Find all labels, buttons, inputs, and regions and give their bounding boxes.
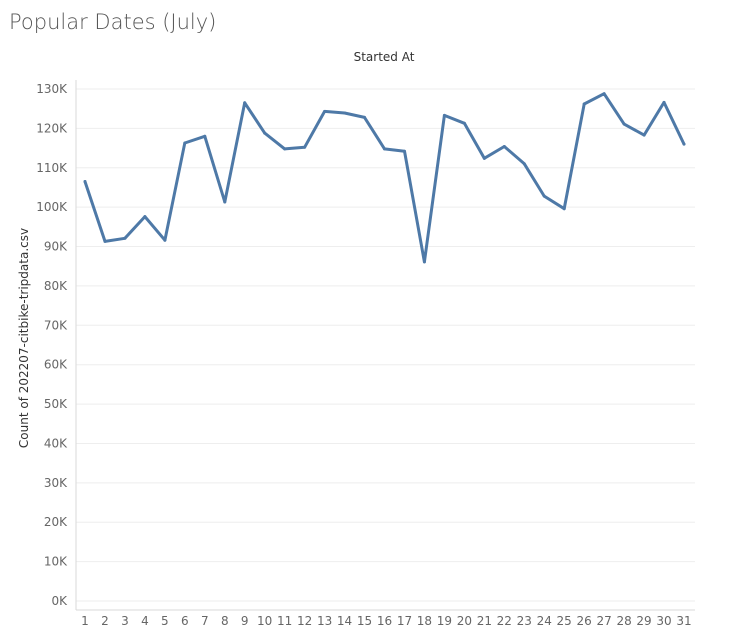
x-tick-label: 31	[676, 614, 691, 628]
data-point	[482, 156, 486, 160]
y-tick-label: 40K	[44, 436, 68, 450]
data-point	[442, 113, 446, 117]
x-tick-label: 26	[577, 614, 592, 628]
x-tick-label: 14	[337, 614, 352, 628]
x-tick-label: 23	[517, 614, 532, 628]
x-tick-label: 9	[241, 614, 249, 628]
data-point	[223, 200, 227, 204]
data-point	[562, 207, 566, 211]
data-point	[243, 101, 247, 105]
y-tick-label: 120K	[36, 121, 68, 135]
y-tick-label: 10K	[44, 555, 68, 569]
data-point	[283, 147, 287, 151]
axes	[75, 80, 695, 611]
data-point	[582, 102, 586, 106]
data-point	[642, 133, 646, 137]
x-tick-label: 18	[417, 614, 432, 628]
x-tick-label: 16	[377, 614, 392, 628]
data-point	[83, 180, 87, 184]
y-tick-label: 0K	[51, 594, 68, 608]
x-tick-label: 15	[357, 614, 372, 628]
data-point	[163, 238, 167, 242]
y-tick-label: 50K	[44, 397, 68, 411]
data-point	[622, 122, 626, 126]
x-tick-label: 10	[257, 614, 272, 628]
y-tick-label: 80K	[44, 279, 68, 293]
data-point	[203, 134, 207, 138]
x-tick-label: 22	[497, 614, 512, 628]
x-tick-label: 29	[636, 614, 651, 628]
x-tick-label: 2	[101, 614, 109, 628]
x-tick-label: 11	[277, 614, 292, 628]
y-tick-label: 100K	[36, 200, 68, 214]
data-point	[422, 260, 426, 264]
x-tick-label: 21	[477, 614, 492, 628]
y-tick-label: 70K	[44, 318, 68, 332]
series-group	[83, 92, 686, 264]
data-point	[323, 109, 327, 113]
data-point	[103, 239, 107, 243]
data-point	[502, 145, 506, 149]
x-tick-label: 17	[397, 614, 412, 628]
data-point	[143, 215, 147, 219]
y-tick-label: 110K	[36, 161, 68, 175]
column-header: Started At	[354, 50, 415, 64]
y-tick-label: 20K	[44, 515, 68, 529]
x-tick-label: 3	[121, 614, 129, 628]
x-tick-label: 20	[457, 614, 472, 628]
x-tick-label: 12	[297, 614, 312, 628]
data-point	[123, 236, 127, 240]
series-line	[83, 92, 686, 264]
x-tick-label: 24	[537, 614, 552, 628]
data-point	[402, 149, 406, 153]
x-tick-labels: 1 2 3 4 5 6 7 8 9 10 11 12 13 14 15 16 17 18 19 20 21 22 23 24 2…	[81, 614, 691, 628]
x-tick-label: 25	[557, 614, 572, 628]
x-tick-label: 1	[81, 614, 89, 628]
x-tick-label: 5	[161, 614, 169, 628]
x-tick-label: 8	[221, 614, 229, 628]
data-point	[363, 115, 367, 119]
y-tick-labels: 0K 10K 20K 30K 40K 50K 60K 70K 80K 90K 100K 110K 120…	[36, 82, 68, 608]
data-point	[522, 162, 526, 166]
y-tick-label: 60K	[44, 358, 68, 372]
x-tick-label: 27	[596, 614, 611, 628]
y-axis-title: Count of 202207-citbike-tripdata.csv	[17, 228, 31, 448]
data-point	[662, 100, 666, 104]
data-point	[343, 111, 347, 115]
x-tick-label: 4	[141, 614, 149, 628]
x-tick-label: 6	[181, 614, 189, 628]
data-point	[303, 145, 307, 149]
x-tick-label: 28	[616, 614, 631, 628]
data-point	[682, 142, 686, 146]
data-point	[263, 131, 267, 135]
y-tick-label: 30K	[44, 476, 68, 490]
data-point	[542, 194, 546, 198]
data-point	[383, 147, 386, 151]
x-tick-label: 30	[656, 614, 671, 628]
x-tick-label: 7	[201, 614, 209, 628]
dashboard-title: Popular Dates (July)	[9, 10, 217, 34]
x-tick-label: 13	[317, 614, 332, 628]
y-tick-label: 90K	[44, 240, 68, 254]
data-point	[183, 141, 187, 145]
data-point	[602, 92, 606, 96]
data-point	[462, 121, 466, 125]
x-tick-label: 19	[437, 614, 452, 628]
y-tick-label: 130K	[36, 82, 68, 96]
gridlines	[76, 88, 695, 602]
